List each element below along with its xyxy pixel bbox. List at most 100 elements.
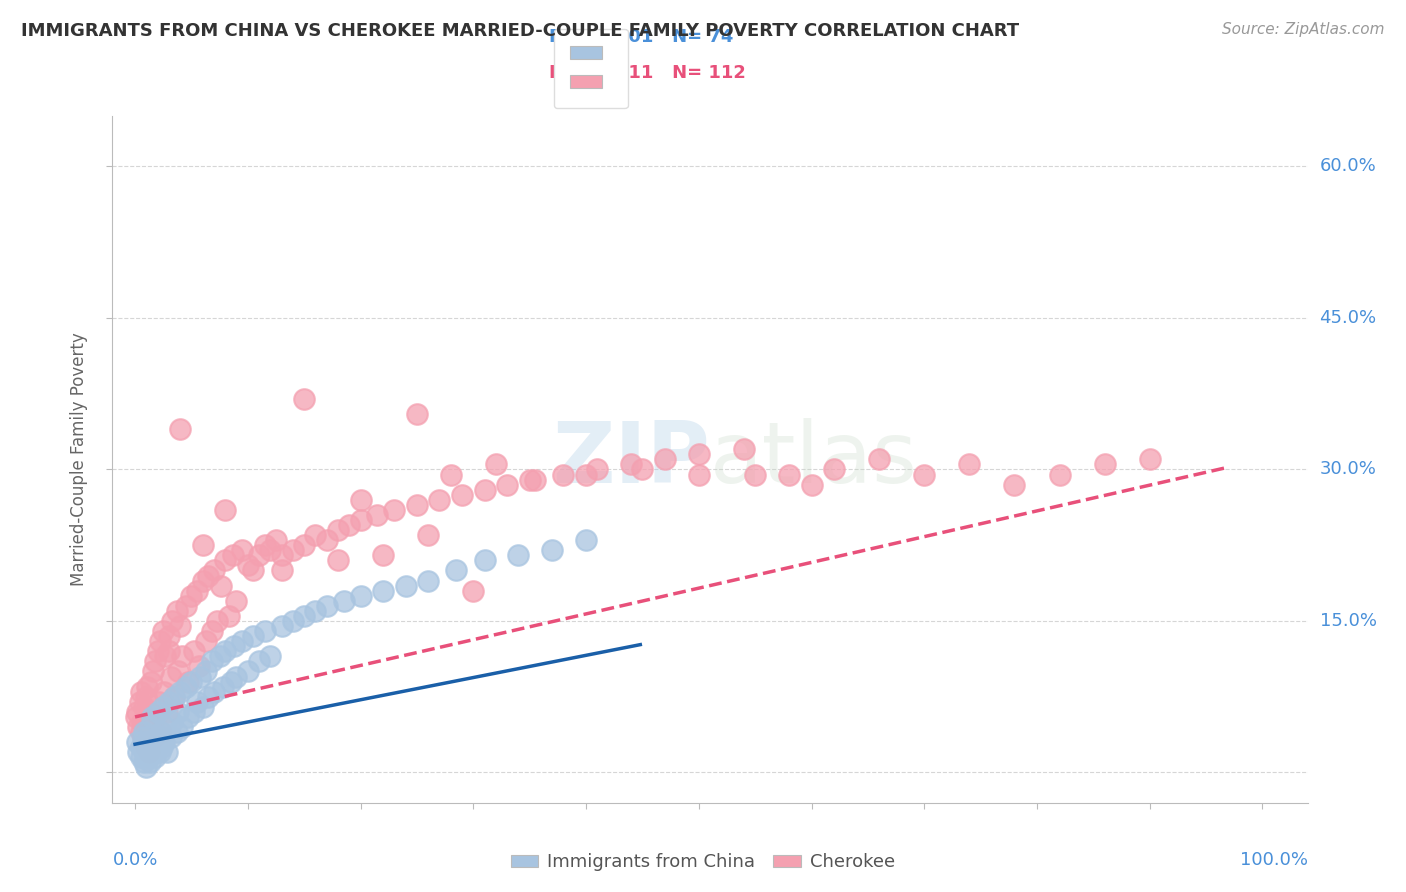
- Point: [153, 684, 176, 698]
- Point: [163, 690, 186, 704]
- Point: [132, 725, 155, 739]
- Point: [149, 725, 172, 739]
- Point: [371, 583, 394, 598]
- Point: [152, 624, 174, 639]
- Point: [349, 492, 371, 507]
- Point: [180, 674, 202, 689]
- Point: [129, 750, 152, 764]
- Point: [868, 452, 890, 467]
- Point: [446, 564, 468, 578]
- Point: [142, 740, 165, 755]
- Point: [631, 462, 654, 476]
- Point: [146, 644, 169, 658]
- Point: [800, 477, 823, 491]
- Point: [957, 458, 980, 472]
- Point: [429, 492, 451, 507]
- Point: [132, 730, 155, 744]
- Point: [155, 745, 177, 759]
- Point: [202, 684, 225, 698]
- Point: [688, 447, 710, 461]
- Point: [127, 705, 149, 719]
- Point: [292, 392, 315, 406]
- Point: [270, 619, 292, 633]
- Point: [270, 564, 292, 578]
- Point: [138, 720, 160, 734]
- Point: [134, 745, 156, 759]
- Point: [524, 473, 547, 487]
- Point: [823, 462, 845, 476]
- Point: [259, 543, 281, 558]
- Point: [143, 654, 166, 668]
- Point: [183, 644, 205, 658]
- Point: [242, 564, 264, 578]
- Point: [201, 624, 224, 639]
- Point: [191, 574, 214, 588]
- Point: [129, 725, 152, 739]
- Point: [153, 735, 176, 749]
- Text: Source: ZipAtlas.com: Source: ZipAtlas.com: [1222, 22, 1385, 37]
- Point: [201, 654, 224, 668]
- Point: [155, 720, 177, 734]
- Point: [177, 674, 200, 689]
- Point: [519, 473, 541, 487]
- Point: [149, 634, 172, 648]
- Point: [688, 467, 710, 482]
- Point: [326, 523, 349, 537]
- Point: [191, 538, 214, 552]
- Point: [620, 458, 643, 472]
- Point: [231, 634, 253, 648]
- Point: [259, 649, 281, 664]
- Point: [195, 665, 218, 679]
- Point: [349, 589, 371, 603]
- Text: 100.0%: 100.0%: [1240, 851, 1308, 869]
- Point: [541, 543, 564, 558]
- Point: [304, 604, 326, 618]
- Point: [337, 518, 360, 533]
- Point: [236, 558, 259, 573]
- Point: [146, 705, 169, 719]
- Point: [292, 538, 315, 552]
- Point: [202, 564, 225, 578]
- Point: [224, 639, 246, 653]
- Point: [247, 549, 270, 563]
- Text: 15.0%: 15.0%: [1320, 612, 1376, 630]
- Point: [225, 594, 247, 608]
- Point: [129, 684, 152, 698]
- Point: [162, 714, 183, 729]
- Text: atlas: atlas: [710, 417, 918, 501]
- Text: R =  0.601   N= 74: R = 0.601 N= 74: [548, 28, 733, 46]
- Point: [134, 735, 156, 749]
- Point: [186, 583, 208, 598]
- Point: [128, 695, 150, 709]
- Point: [371, 549, 394, 563]
- Point: [778, 467, 800, 482]
- Point: [197, 690, 219, 704]
- Point: [218, 609, 240, 624]
- Point: [135, 740, 157, 755]
- Point: [138, 750, 160, 764]
- Point: [474, 553, 496, 567]
- Point: [155, 649, 177, 664]
- Point: [150, 740, 173, 755]
- Point: [169, 422, 191, 436]
- Point: [160, 669, 183, 683]
- Point: [145, 710, 167, 724]
- Point: [326, 553, 349, 567]
- Legend: Immigrants from China, Cherokee: Immigrants from China, Cherokee: [505, 847, 901, 879]
- Point: [186, 695, 208, 709]
- Text: IMMIGRANTS FROM CHINA VS CHEROKEE MARRIED-COUPLE FAMILY POVERTY CORRELATION CHAR: IMMIGRANTS FROM CHINA VS CHEROKEE MARRIE…: [21, 22, 1019, 40]
- Point: [132, 730, 155, 744]
- Point: [160, 730, 183, 744]
- Point: [236, 665, 259, 679]
- Point: [292, 609, 315, 624]
- Point: [127, 735, 149, 749]
- Point: [207, 614, 229, 628]
- Point: [135, 740, 157, 755]
- Point: [136, 735, 159, 749]
- Point: [1139, 452, 1161, 467]
- Point: [315, 599, 337, 613]
- Point: [166, 604, 188, 618]
- Point: [214, 503, 236, 517]
- Point: [136, 680, 159, 694]
- Point: [131, 714, 153, 729]
